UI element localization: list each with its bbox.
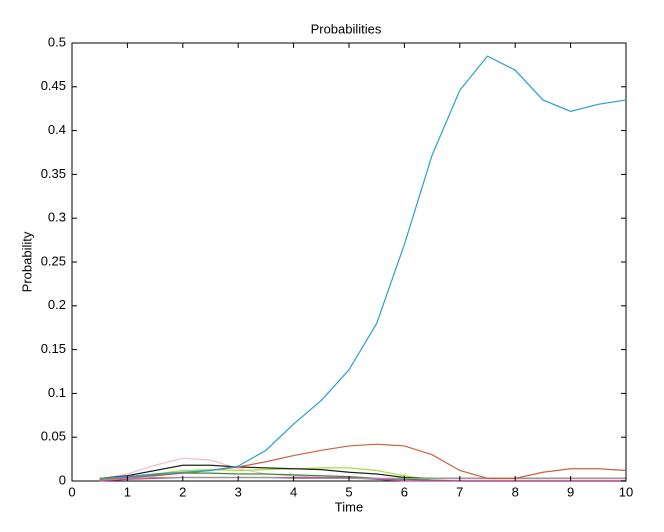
y-tick-label: 0.4: [48, 122, 66, 137]
x-tick-label: 9: [567, 484, 574, 499]
y-tick-label: 0.05: [41, 429, 66, 444]
y-tick-label: 0.15: [41, 341, 66, 356]
series-line: [99, 55, 627, 479]
y-tick-label: 0: [59, 472, 66, 487]
x-tick-label: 7: [456, 484, 463, 499]
x-tick-label: 6: [401, 484, 408, 499]
x-axis-label: Time: [335, 499, 363, 514]
y-tick-label: 0.2: [48, 297, 66, 312]
y-tick-label: 0.25: [41, 253, 66, 268]
y-tick-label: 0.5: [48, 34, 66, 49]
x-tick-label: 1: [124, 484, 131, 499]
axes-box: [71, 42, 627, 482]
y-tick-label: 0.3: [48, 210, 66, 225]
y-tick-label: 0.1: [48, 385, 66, 400]
x-tick-label: 8: [512, 484, 519, 499]
y-tick-label: 0.45: [41, 78, 66, 93]
x-tick-label: 2: [179, 484, 186, 499]
x-tick-label: 10: [619, 484, 633, 499]
plot-area: [99, 55, 627, 482]
series-line: [99, 476, 626, 479]
x-tick-label: 0: [68, 484, 75, 499]
x-tick-label: 5: [345, 484, 352, 499]
chart-title: Probabilities: [311, 21, 382, 36]
y-tick-label: 0.35: [41, 166, 66, 181]
x-tick-label: 3: [235, 484, 242, 499]
series-line: [99, 443, 627, 480]
y-axis-label: Probability: [19, 231, 34, 292]
x-tick-label: 4: [290, 484, 297, 499]
